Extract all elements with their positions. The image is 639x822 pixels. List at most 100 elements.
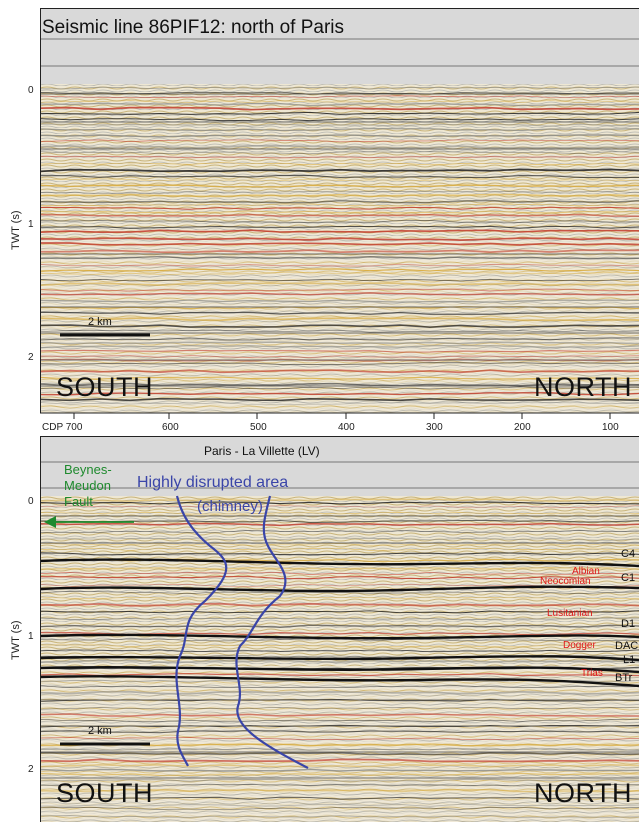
chimney-right-boundary [235, 495, 309, 769]
seismic-reflector [40, 690, 639, 695]
seismic-reflector [40, 100, 639, 103]
seismic-reflector [40, 191, 639, 194]
strat-neocomian-label: Neocomian [540, 576, 591, 587]
seismic-reflector [40, 596, 639, 600]
horizon-l1-label: L1 [623, 654, 636, 666]
seismic-reflector [40, 768, 639, 772]
seismic-reflector [40, 213, 639, 218]
top-seismic-panel: Seismic line 86PIF12: north of Paris 2 k… [40, 8, 639, 413]
top-seismic-section [40, 8, 639, 413]
seismic-reflector [40, 778, 639, 782]
horizon-c4-line [40, 558, 639, 568]
bottom-seismic-panel: Paris - La Villette (LV) Beynes- Meudon … [40, 436, 639, 822]
seismic-reflector [40, 111, 639, 115]
seismic-reflector [40, 193, 639, 198]
seismic-reflector [40, 617, 639, 621]
bottom-y-tick-0: 0 [28, 496, 34, 507]
seismic-reflector [40, 210, 639, 214]
seismic-reflector [40, 151, 639, 155]
seismic-reflector [40, 219, 639, 223]
seismic-reflector [40, 796, 639, 800]
seismic-reflector [40, 530, 639, 533]
interpreted-horizons [40, 558, 639, 688]
cdp-tick-500: 500 [250, 422, 267, 433]
seismic-reflector [40, 719, 639, 722]
seismic-reflector [40, 106, 639, 111]
seismic-reflector [40, 145, 639, 149]
chimney-left-boundary [175, 495, 228, 767]
top-panel-border [40, 8, 639, 413]
seismic-reflector [40, 706, 639, 710]
bottom-y-tick-2: 2 [28, 764, 34, 775]
seismic-reflector [40, 737, 639, 740]
seismic-reflector [40, 282, 639, 287]
seismic-reflector [40, 763, 639, 768]
fault-label-line-2: Meudon [64, 478, 111, 493]
seismic-reflector [40, 229, 639, 234]
seismic-reflector [40, 386, 639, 390]
cdp-axis-ticks [40, 412, 639, 419]
seismic-reflector [40, 203, 639, 207]
seismic-reflector [40, 673, 639, 677]
strat-trias-label: Trias [581, 668, 603, 679]
horizon-btr-line [40, 675, 639, 688]
seismic-reflector [40, 174, 639, 178]
seismic-reflector [40, 772, 639, 777]
horizon-c1-line [40, 585, 639, 593]
seismic-reflector [40, 134, 639, 138]
seismic-reflector [40, 263, 639, 267]
seismic-reflector [40, 685, 639, 689]
seismic-reflector [40, 317, 639, 322]
horizon-d1-line [40, 633, 639, 640]
seismic-reflector [40, 249, 639, 254]
seismic-reflector [40, 184, 639, 188]
seismic-reflector [40, 127, 639, 132]
bottom-scale-bar-label: 2 km [88, 725, 112, 737]
seismic-reflector [40, 355, 639, 359]
horizon-c4-label: C4 [621, 548, 636, 560]
top-y-tick-1: 1 [28, 219, 34, 230]
horizon-l1-line [40, 666, 639, 674]
seismic-reflector [40, 337, 639, 341]
seismic-reflector [40, 552, 639, 556]
seismic-reflector [40, 624, 639, 628]
top-title: Seismic line 86PIF12: north of Paris [42, 17, 345, 38]
seismic-reflector [40, 713, 639, 717]
seismic-reflector [40, 784, 639, 787]
seismic-reflector [40, 591, 639, 594]
seismic-reflector [40, 102, 639, 107]
seismic-reflector [40, 237, 639, 241]
seismic-reflector [40, 602, 639, 607]
top-y-tick-2: 2 [28, 352, 34, 363]
seismic-reflector [40, 86, 639, 90]
seismic-reflector [40, 572, 639, 575]
seismic-reflector [40, 644, 639, 648]
seismic-reflector [40, 392, 639, 396]
seismic-reflector [40, 206, 639, 210]
seismic-reflector [40, 638, 639, 642]
seismic-reflector [40, 788, 639, 793]
seismic-reflector [40, 382, 639, 387]
seismic-reflector [40, 329, 639, 333]
seismic-reflector [40, 242, 639, 246]
seismic-reflector [40, 751, 639, 756]
seismic-reflector [40, 292, 639, 296]
seismic-reflector [40, 278, 639, 282]
seismic-reflector [40, 349, 639, 353]
seismic-reflector [40, 511, 639, 515]
seismic-reflector [40, 369, 639, 374]
seismic-reflector [40, 815, 639, 818]
fault-label-line-1: Beynes- [64, 462, 112, 477]
seismic-reflector [40, 139, 639, 143]
location-label: Paris - La Villette (LV) [204, 444, 320, 458]
seismic-reflector [40, 362, 639, 366]
disrupted-area-label: Highly disrupted area [137, 474, 289, 491]
seismic-reflector [40, 659, 639, 664]
horizon-d1-label: D1 [621, 618, 636, 630]
cdp-tick-600: 600 [162, 422, 179, 433]
horizon-dac-line [40, 655, 639, 662]
bottom-north-label: NORTH [534, 778, 633, 808]
top-north-label: NORTH [534, 372, 633, 402]
seismic-reflector [40, 537, 639, 541]
bottom-y-axis-label: TWT (s) [10, 620, 22, 660]
